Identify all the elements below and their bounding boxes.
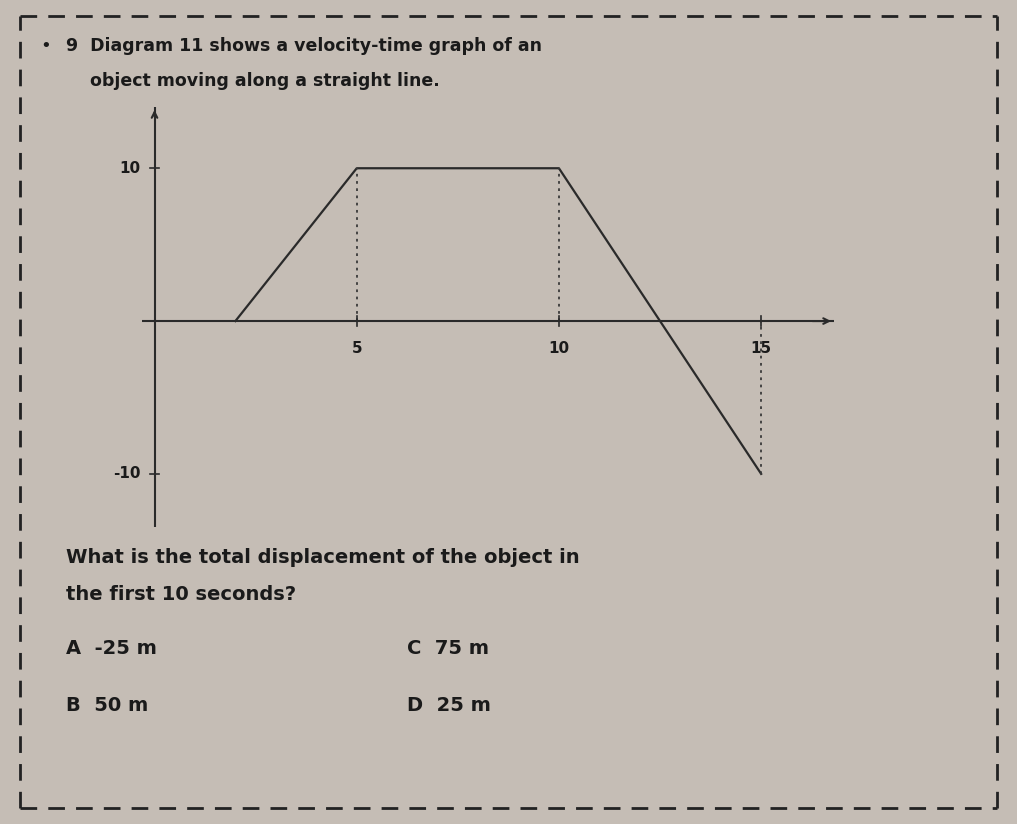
Text: 10: 10: [119, 161, 140, 176]
Text: D  25 m: D 25 m: [407, 696, 490, 715]
Text: A  -25 m: A -25 m: [66, 639, 157, 658]
Text: C  75 m: C 75 m: [407, 639, 489, 658]
Text: the first 10 seconds?: the first 10 seconds?: [66, 585, 296, 604]
Text: 9  Diagram 11 shows a velocity-time graph of an: 9 Diagram 11 shows a velocity-time graph…: [66, 37, 542, 55]
Text: -10: -10: [113, 466, 140, 481]
Text: 10: 10: [548, 341, 570, 356]
Text: •: •: [41, 37, 52, 55]
Text: B  50 m: B 50 m: [66, 696, 148, 715]
Text: What is the total displacement of the object in: What is the total displacement of the ob…: [66, 548, 580, 567]
Text: 15: 15: [751, 341, 772, 356]
Text: 5: 5: [352, 341, 362, 356]
Text: object moving along a straight line.: object moving along a straight line.: [66, 72, 440, 90]
